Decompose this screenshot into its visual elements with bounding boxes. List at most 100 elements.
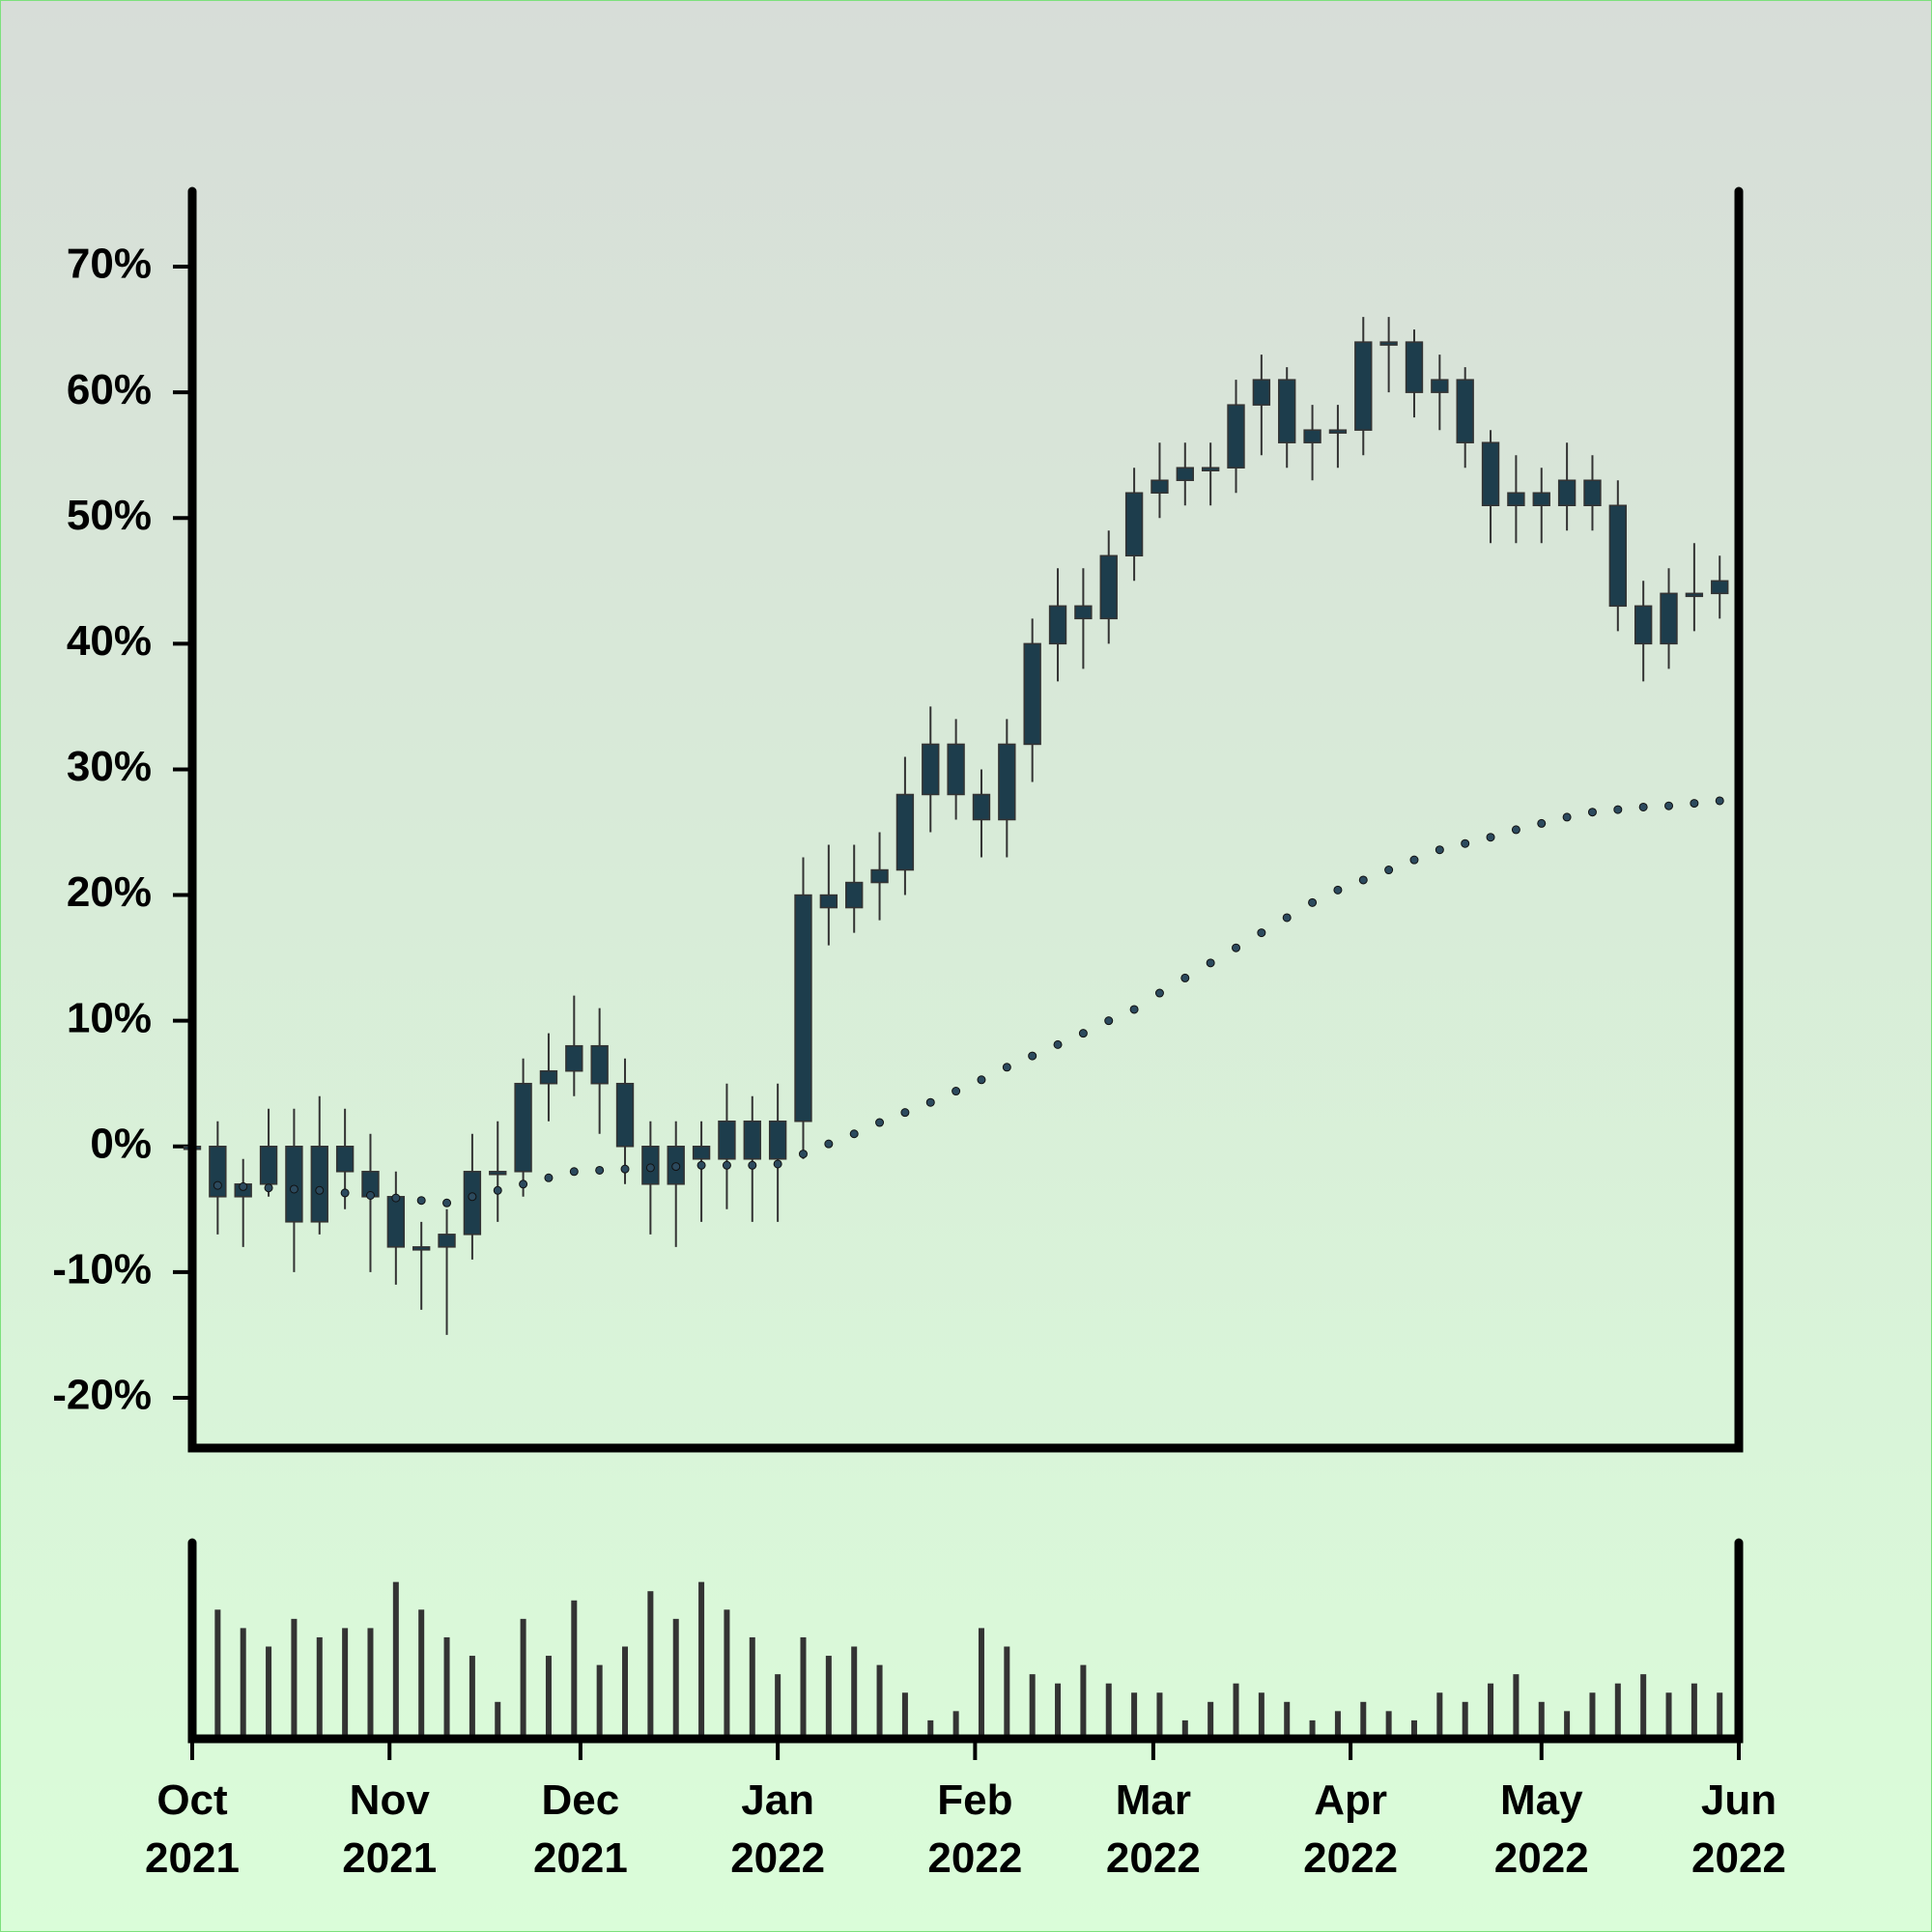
x-tick-label: Apr 2022 <box>1303 1776 1398 1882</box>
volume-bar <box>545 1656 552 1739</box>
volume-bar <box>443 1636 450 1739</box>
candle-body <box>412 1246 431 1251</box>
ma-dot <box>416 1196 426 1206</box>
candle-body <box>1023 642 1041 746</box>
ma-dot <box>1664 801 1674 810</box>
ma-dot <box>798 1150 808 1159</box>
candle-body <box>1405 341 1424 393</box>
ma-dot <box>391 1193 401 1203</box>
candle-body <box>819 894 838 909</box>
candle-body <box>539 1069 558 1085</box>
volume-bar <box>1690 1683 1697 1739</box>
y-tick-label: 70% <box>67 241 152 288</box>
volume-bar <box>495 1701 501 1739</box>
candle-body <box>1303 429 1321 443</box>
candle-body <box>895 793 915 871</box>
volume-bar <box>1462 1701 1468 1739</box>
ma-dot <box>1078 1029 1088 1038</box>
y-tick-label: 50% <box>67 492 152 539</box>
ma-dot <box>569 1167 579 1177</box>
ma-dot <box>1358 875 1368 885</box>
candle-body <box>1227 404 1245 469</box>
candle-body <box>1252 379 1271 406</box>
candle-body <box>922 743 940 796</box>
volume-bar <box>1589 1692 1596 1739</box>
ma-dot <box>1486 833 1495 842</box>
volume-bar <box>1105 1683 1112 1739</box>
ma-dot <box>544 1173 554 1182</box>
candle-body <box>1711 580 1729 595</box>
volume-bar <box>1488 1683 1494 1739</box>
ma-dot <box>239 1181 248 1191</box>
candle-body <box>768 1120 787 1160</box>
ma-dot <box>1308 897 1318 907</box>
volume-bar <box>266 1646 272 1739</box>
volume-bar <box>1665 1692 1672 1739</box>
candle-body <box>1634 605 1653 645</box>
ma-dot <box>340 1188 350 1198</box>
ma-dot <box>1409 855 1419 865</box>
ma-dot <box>1333 885 1343 895</box>
volume-bar <box>342 1628 349 1739</box>
ma-dot <box>468 1192 477 1202</box>
volume-bar <box>952 1711 959 1739</box>
volume-bar <box>622 1646 629 1739</box>
volume-bar <box>1717 1692 1723 1739</box>
ma-dot <box>1129 1005 1139 1014</box>
candle-body <box>1151 479 1169 494</box>
ma-dot <box>1715 796 1724 806</box>
ma-dot <box>1206 958 1215 968</box>
candle-body <box>870 868 889 884</box>
volume-bar <box>418 1609 425 1739</box>
ma-dot <box>519 1179 528 1189</box>
candle-body <box>285 1146 303 1223</box>
ma-dot <box>952 1087 961 1096</box>
volume-bar <box>1640 1674 1647 1739</box>
x-tick-label: Dec 2021 <box>533 1776 628 1882</box>
volume-bar <box>1208 1701 1214 1739</box>
ma-dot <box>493 1185 502 1195</box>
volume-bar <box>851 1646 858 1739</box>
ma-dot <box>1461 838 1470 848</box>
candle-body <box>972 793 991 821</box>
candle-body <box>615 1082 635 1148</box>
ma-dot <box>1180 973 1190 982</box>
volume-bar <box>1410 1719 1417 1739</box>
volume-bar <box>469 1656 475 1739</box>
ma-dot <box>264 1183 273 1193</box>
candle-body <box>1481 441 1500 507</box>
volume-frame <box>187 1538 1744 1744</box>
volume-bar <box>1055 1683 1062 1739</box>
candle-body <box>1507 492 1525 506</box>
candle-body <box>1176 467 1194 481</box>
ma-dot <box>1282 913 1292 923</box>
y-tick-label: 20% <box>67 868 152 916</box>
volume-bar <box>775 1674 781 1739</box>
candle-body <box>1379 341 1398 346</box>
x-tick-label: May 2022 <box>1494 1776 1589 1882</box>
volume-bar <box>214 1609 221 1739</box>
volume-bar <box>1385 1711 1392 1739</box>
ma-dot <box>722 1160 731 1170</box>
candle-body <box>1660 592 1678 645</box>
candle-body <box>743 1120 761 1160</box>
candle-body <box>463 1171 482 1236</box>
volume-bar <box>749 1636 755 1739</box>
ma-dot <box>849 1129 859 1139</box>
x-tick-label: Oct 2021 <box>145 1776 240 1882</box>
x-tick-label: Jun 2022 <box>1691 1776 1786 1882</box>
ma-dot <box>696 1160 706 1170</box>
ma-dot <box>1511 825 1520 835</box>
volume-bar <box>1029 1674 1036 1739</box>
ma-dot <box>442 1198 452 1208</box>
candle-body <box>845 881 864 909</box>
ma-dot <box>365 1190 375 1200</box>
volume-bar <box>316 1636 323 1739</box>
volume-bar <box>698 1581 705 1739</box>
volume-bar <box>876 1664 883 1739</box>
ma-dot <box>1053 1039 1063 1049</box>
candle-body <box>1354 341 1373 431</box>
candle-body <box>335 1146 355 1173</box>
